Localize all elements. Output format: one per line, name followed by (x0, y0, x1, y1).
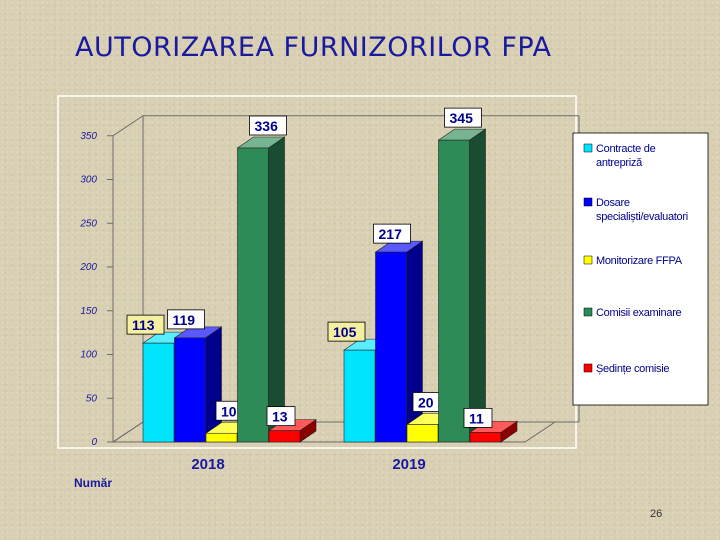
bar-front (469, 432, 502, 443)
legend-item-5: Ședințe comisie (583, 363, 670, 375)
y-tick-label-100: 100 (80, 350, 97, 361)
legend-box (572, 132, 709, 406)
legend-swatch (583, 307, 593, 317)
data-label-box (167, 309, 205, 330)
data-label-box (444, 107, 482, 128)
data-label-box (126, 314, 165, 335)
data-label-box (249, 115, 287, 136)
y-tick-label-300: 300 (80, 175, 97, 186)
bar-front (406, 424, 439, 443)
legend-swatch (583, 255, 593, 265)
data-label-2019-series-4: 345 (444, 107, 482, 128)
y-tick-label-350: 350 (80, 131, 97, 142)
bar-2018-series-4 (236, 136, 286, 443)
data-label-2018-series-5: 13 (266, 406, 296, 427)
data-label-text: 217 (379, 226, 403, 242)
data-label-text: 13 (272, 409, 288, 425)
bar-front (142, 342, 175, 443)
data-label-2018-series-2: 119 (167, 309, 205, 330)
y-tick-label-200: 200 (79, 262, 97, 273)
bar-2019-series-2 (374, 240, 424, 443)
legend-item-4: Comisii examinare (583, 307, 682, 319)
legend-label: antrepriză (596, 157, 643, 169)
legend-item-1: Contracte de antrepriză (583, 143, 656, 169)
x-category-label-2018: 2018 (191, 456, 224, 473)
bar-front (438, 139, 470, 443)
data-label-text: 11 (469, 410, 484, 426)
x-category-label-2019: 2019 (392, 456, 425, 473)
data-label-text: 336 (255, 118, 279, 134)
y-axis-label: Număr (74, 476, 112, 490)
legend-label: Ședințe comisie (596, 363, 669, 375)
bar-front (205, 432, 238, 443)
bar-side (469, 128, 486, 443)
legend-label: Contracte de (596, 143, 656, 155)
data-label-2019-series-1: 105 (327, 321, 366, 342)
legend-label: Dosare (596, 197, 630, 209)
legend-label: Comisii examinare (596, 307, 682, 319)
data-label-2018-series-3: 10 (215, 400, 245, 421)
legend-item-3: Monitorizare FFPA (583, 255, 683, 267)
data-label-2018-series-4: 336 (249, 115, 287, 136)
data-label-text: 345 (450, 110, 474, 126)
bar-2018-series-2 (173, 326, 223, 443)
back-wall-left (112, 114, 144, 443)
y-tick-label-250: 250 (79, 218, 97, 229)
y-tick-label-0: 0 (91, 437, 97, 448)
data-label-text: 119 (173, 312, 196, 328)
legend-label: specialiști/evaluatori (596, 211, 688, 223)
data-label-text: 105 (333, 324, 357, 340)
bar-front (375, 251, 407, 443)
data-label-text: 20 (418, 395, 434, 411)
plot-area-frame (57, 95, 577, 449)
legend: Contracte de antrepriză Dosare specialiști/… (572, 132, 709, 406)
bar-front (237, 147, 269, 443)
legend-label: Monitorizare FFPA (596, 255, 683, 267)
slide-title: AUTORIZAREA FURNIZORILOR FPA (75, 32, 552, 63)
data-label-box (327, 321, 366, 342)
page-number: 26 (650, 508, 663, 520)
legend-swatch (583, 197, 593, 207)
bar-front (174, 337, 206, 443)
data-label-text: 113 (132, 317, 155, 333)
bar-front (268, 430, 301, 443)
data-label-box (373, 223, 411, 244)
bar-2019-series-4 (437, 128, 487, 443)
data-label-box (463, 407, 493, 428)
bar-side (268, 136, 285, 443)
data-label-2018-series-1: 113 (126, 314, 165, 335)
legend-swatch (583, 143, 593, 153)
data-label-2019-series-5: 11 (463, 407, 493, 428)
legend-item-2: Dosare specialiști/evaluatori (583, 197, 688, 223)
data-label-text: 10 (221, 403, 237, 419)
y-tick-label-150: 150 (80, 306, 97, 317)
bar-front (343, 349, 376, 443)
data-label-2019-series-2: 217 (373, 223, 411, 244)
legend-swatch (583, 363, 593, 373)
data-label-box (266, 406, 296, 427)
data-label-2019-series-3: 20 (412, 392, 442, 412)
bar-2019-series-5 (469, 420, 518, 443)
y-tick-label-50: 50 (86, 393, 98, 404)
